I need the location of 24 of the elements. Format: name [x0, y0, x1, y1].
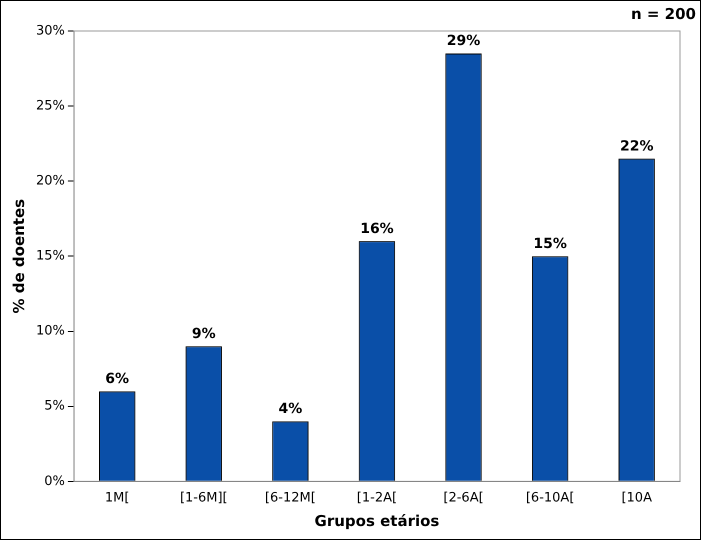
x-tick-label: [2-6A[ — [443, 490, 484, 506]
data-label: 6% — [105, 370, 130, 387]
data-label: 15% — [533, 236, 567, 252]
data-label: 4% — [278, 400, 302, 417]
y-tick-label: 30% — [36, 23, 65, 38]
data-label: 9% — [192, 326, 216, 342]
data-label: 22% — [620, 138, 654, 154]
y-tick-label: 25% — [36, 98, 65, 114]
x-tick-label: [10A — [621, 490, 652, 506]
y-tick-label: 10% — [36, 324, 65, 339]
y-tick-label: 20% — [36, 174, 65, 189]
y-tick-label: 5% — [44, 398, 65, 414]
x-tick-label: [1-6M][ — [180, 490, 228, 506]
data-label: 16% — [360, 220, 394, 237]
x-tick-label: [6-10A[ — [526, 490, 574, 506]
y-tick-label: 15% — [36, 248, 65, 264]
x-axis-title: Grupos etários — [314, 512, 440, 530]
x-tick-label: [6-12M[ — [264, 490, 316, 506]
x-tick-label: 1M[ — [104, 490, 130, 506]
data-label: 29% — [446, 33, 480, 50]
text: n = 200 — [630, 5, 696, 23]
x-tick-label: [1-2A[ — [356, 490, 398, 506]
y-tick-label: 0% — [44, 474, 65, 489]
y-axis-title: % de doentes — [10, 198, 28, 314]
